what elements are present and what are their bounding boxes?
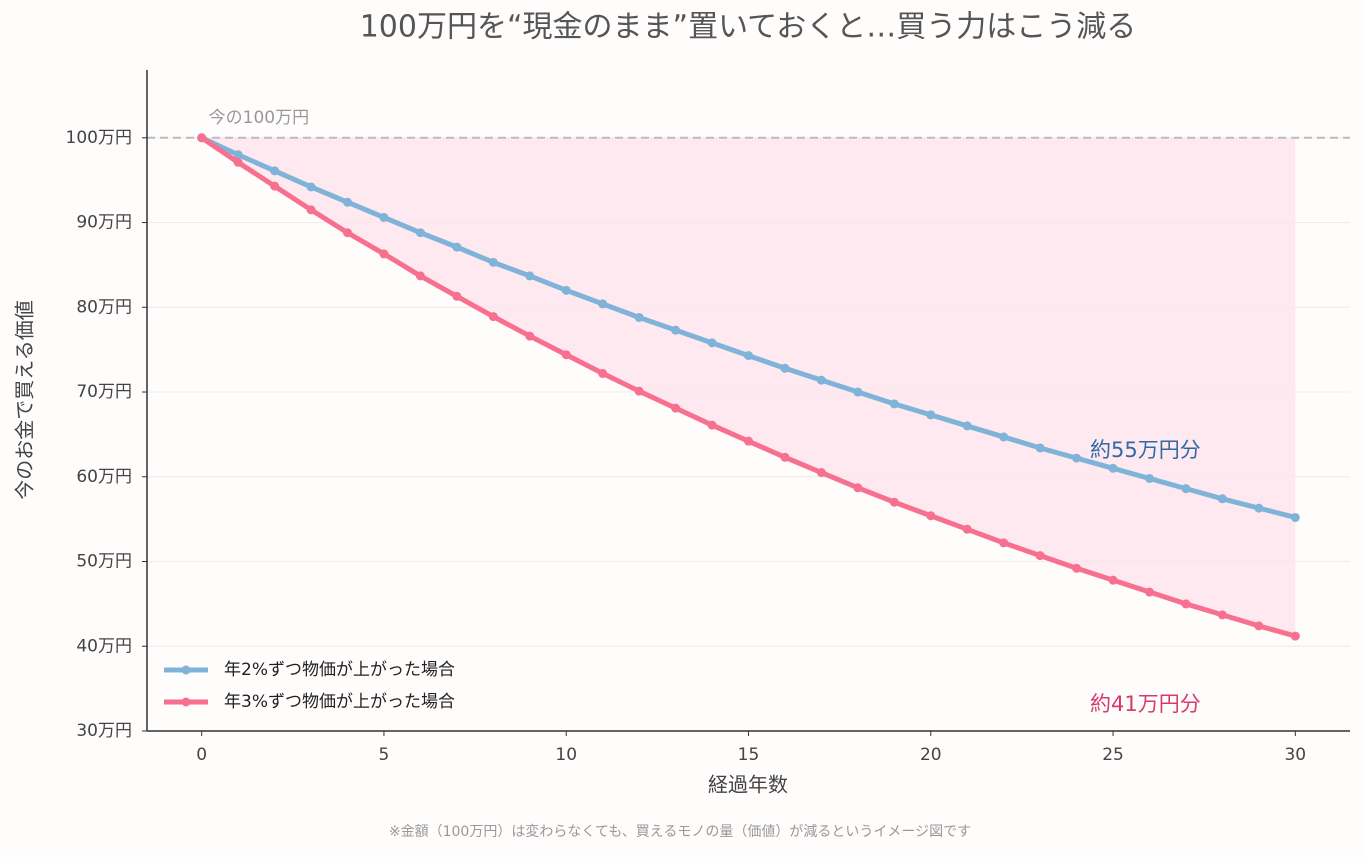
point [744, 436, 753, 446]
point [780, 363, 790, 373]
x-tick-label: 20 [920, 745, 942, 765]
point [525, 271, 535, 281]
point [889, 399, 899, 409]
point [598, 299, 608, 309]
legend-label: 年2%ずつ物価が上がった場合 [224, 660, 455, 680]
point [1108, 575, 1118, 585]
y-tick-label: 30万円 [76, 721, 132, 741]
point [926, 511, 936, 521]
y-tick-label: 50万円 [76, 552, 132, 572]
point [634, 386, 644, 396]
point [1254, 503, 1264, 513]
point [816, 375, 826, 385]
point [1035, 551, 1045, 561]
point [598, 368, 608, 378]
chart-title: 100万円を“現金のまま”置いておくと…買う力はこう減る [360, 10, 1137, 45]
y-tick-label: 80万円 [76, 297, 132, 317]
y-tick-label: 60万円 [76, 467, 132, 487]
point [1072, 453, 1082, 463]
point [270, 166, 280, 176]
point [415, 271, 425, 281]
y-tick-label: 70万円 [76, 382, 132, 402]
point [1181, 484, 1191, 494]
point [1254, 621, 1264, 631]
point [197, 133, 207, 143]
point [853, 387, 863, 397]
y-axis-label: 今のお金で買える価値 [13, 300, 37, 499]
point [233, 150, 243, 160]
legend-marker [181, 665, 191, 675]
point [1035, 443, 1045, 453]
point [415, 228, 425, 238]
point [707, 420, 717, 430]
x-tick-label: 5 [379, 745, 390, 765]
point [962, 421, 972, 431]
point [1181, 599, 1191, 609]
point [306, 205, 316, 215]
point [1217, 610, 1227, 620]
point [816, 468, 826, 478]
point [561, 350, 571, 360]
point [343, 228, 352, 238]
point [962, 524, 972, 534]
reference-label: 今の100万円 [209, 108, 309, 128]
point [488, 312, 498, 322]
point [306, 182, 316, 192]
point [1108, 463, 1118, 473]
x-tick-label: 10 [555, 745, 577, 765]
point [1145, 473, 1154, 483]
point [561, 285, 571, 295]
point [1145, 587, 1154, 597]
shaded-area [201, 137, 1296, 637]
point [452, 291, 462, 301]
point [780, 452, 790, 462]
point [379, 212, 389, 222]
y-tick-label: 100万円 [66, 128, 132, 148]
legend-marker [181, 697, 191, 707]
point [270, 181, 280, 191]
point [379, 249, 389, 259]
point [999, 538, 1009, 548]
point [634, 312, 644, 322]
point [671, 403, 681, 413]
x-tick-label: 0 [196, 745, 207, 765]
y-tick-label: 90万円 [76, 213, 132, 233]
point [926, 410, 936, 420]
x-tick-label: 25 [1102, 745, 1124, 765]
point [343, 197, 352, 207]
point [707, 338, 717, 348]
x-tick-label: 15 [738, 745, 760, 765]
point [1072, 563, 1082, 573]
annotation: 約41万円分 [1090, 692, 1201, 716]
point [488, 257, 498, 267]
legend-label: 年3%ずつ物価が上がった場合 [224, 692, 455, 712]
point [525, 331, 535, 341]
point [233, 157, 243, 167]
point [452, 242, 462, 252]
point [1290, 512, 1300, 522]
footnote: ※金額（100万円）は変わらなくても、買えるモノの量（価値）が減るというイメージ… [389, 823, 971, 840]
x-axis-label: 経過年数 [708, 773, 788, 797]
point [999, 432, 1009, 442]
annotation: 約55万円分 [1090, 438, 1201, 462]
x-tick-label: 30 [1284, 745, 1306, 765]
point [853, 483, 863, 493]
point [671, 325, 681, 335]
point [889, 497, 899, 507]
point [1217, 494, 1227, 504]
y-tick-label: 40万円 [76, 636, 132, 656]
point [1290, 631, 1300, 641]
point [744, 351, 753, 361]
